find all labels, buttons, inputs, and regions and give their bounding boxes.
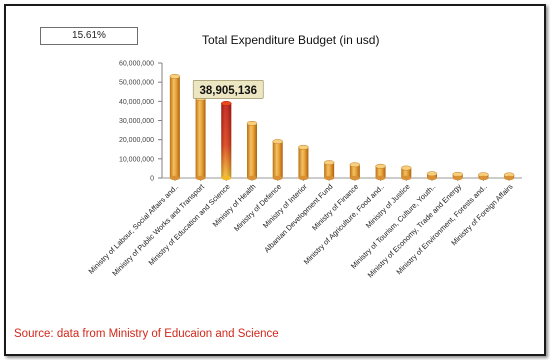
bar <box>323 160 335 181</box>
source-note: Source: data from Ministry of Educaion a… <box>14 328 279 340</box>
x-tick-label: Ministry of Interior <box>261 182 309 230</box>
x-tick-label: Ministry of Defence <box>232 182 283 233</box>
bar <box>401 165 412 181</box>
bar-base <box>298 175 309 181</box>
bar-body <box>272 141 283 178</box>
bar-base <box>221 175 232 181</box>
x-tick-label: Ministry of Public Works and Transport <box>110 182 206 278</box>
bar-body <box>247 123 257 178</box>
y-tick-label: 60,000,000 <box>119 61 154 68</box>
bar-body <box>324 162 335 178</box>
bar-cap <box>221 100 232 106</box>
bar <box>375 163 386 181</box>
y-tick-label: 10,000,000 <box>119 156 154 163</box>
bar-base <box>272 175 283 181</box>
bar-body <box>349 164 360 178</box>
x-tick-label: Ministry of Labour, Social Affairs and.. <box>87 182 181 276</box>
bar-cap <box>375 163 386 169</box>
bar <box>298 144 309 181</box>
bars <box>169 73 515 181</box>
bar-base <box>452 175 463 181</box>
x-tick-label: Ministry of Justice <box>364 182 412 230</box>
bar-base <box>349 175 360 181</box>
bar-shade <box>221 103 232 178</box>
bar-base <box>247 175 257 181</box>
callout-box <box>192 80 264 99</box>
y-tick-label: 40,000,000 <box>119 99 154 106</box>
bar-base <box>375 175 386 181</box>
bar <box>349 162 361 181</box>
y-tick-label: 30,000,000 <box>119 118 154 125</box>
bar <box>246 120 258 181</box>
bar-cap <box>246 120 258 126</box>
x-tick-label: Ministry of Finance <box>310 182 360 232</box>
y-tick-label: 20,000,000 <box>119 137 154 144</box>
bar-base <box>324 175 335 181</box>
bar-cap <box>323 160 335 166</box>
callout-label: 38,905,136 <box>200 85 258 97</box>
bar-cap <box>298 144 309 150</box>
y-tick-label: 0 <box>150 176 154 183</box>
percentage-badge: 15.61% <box>40 27 138 45</box>
bar-body <box>298 147 309 178</box>
y-tick-label: 50,000,000 <box>119 80 154 87</box>
bar-base <box>504 175 515 181</box>
bar-body <box>195 98 206 178</box>
bar-base <box>478 175 489 181</box>
chart-title: Total Expenditure Budget (in usd) <box>202 33 380 47</box>
value-callout: 38,905,136 <box>192 80 264 99</box>
bar <box>452 171 463 181</box>
bar-base <box>401 175 412 181</box>
callout-layer: 38,905,136 <box>192 80 264 99</box>
x-tick-label: Ministry of Economy, Trade and Energy <box>366 182 464 280</box>
bar <box>169 73 181 181</box>
bar-cap <box>401 165 412 171</box>
bar-body <box>169 76 180 178</box>
bar <box>272 139 283 181</box>
bar-cap <box>272 139 283 145</box>
bar-body <box>401 168 412 178</box>
bar <box>426 171 438 181</box>
bar <box>478 172 489 181</box>
bar-body <box>375 166 386 178</box>
bar-base <box>169 175 180 181</box>
bar-cap <box>169 73 181 79</box>
bar-base <box>427 175 437 181</box>
bar <box>221 100 232 181</box>
bar <box>195 96 206 181</box>
bar-base <box>195 175 206 181</box>
bar-cap <box>426 171 438 177</box>
bar-cap <box>349 162 361 168</box>
bar <box>503 172 515 181</box>
